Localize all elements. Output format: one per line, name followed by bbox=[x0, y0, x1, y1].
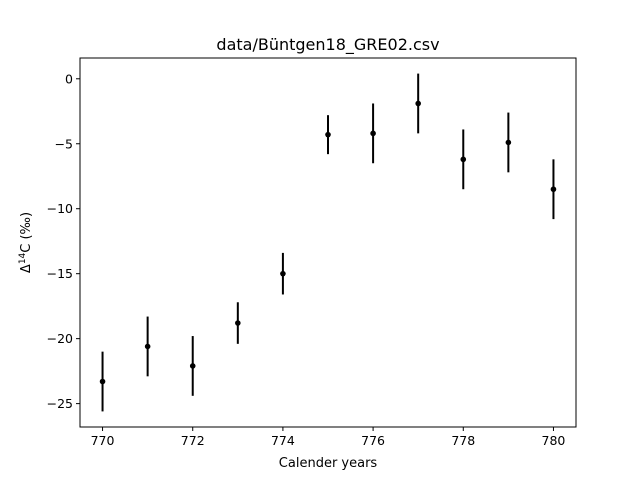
y-axis-label-superscript: 14 bbox=[18, 252, 28, 264]
y-tick-label: −10 bbox=[47, 201, 73, 216]
data-point bbox=[189, 363, 196, 369]
data-point bbox=[505, 139, 512, 146]
x-tick-label: 770 bbox=[91, 433, 115, 448]
y-tick-label: 0 bbox=[65, 71, 73, 86]
y-tick-label: −15 bbox=[47, 266, 73, 281]
data-point bbox=[370, 130, 376, 137]
x-tick-label: 776 bbox=[361, 433, 385, 448]
x-tick-label: 778 bbox=[451, 433, 475, 448]
data-point bbox=[280, 270, 286, 277]
y-tick-label: −20 bbox=[47, 331, 73, 346]
x-tick-label: 772 bbox=[181, 433, 205, 448]
x-axis-label: Calender years bbox=[279, 456, 378, 471]
data-point bbox=[415, 100, 421, 107]
data-point bbox=[325, 131, 331, 138]
x-tick-label: 780 bbox=[542, 433, 566, 448]
data-point bbox=[144, 343, 151, 350]
data-point bbox=[99, 378, 106, 385]
ticks-layer: 770 772 774 776 778 780 0 −5 −10 −15 −20 −25 bbox=[47, 71, 566, 448]
y-axis-label: Δ14C (‰) bbox=[18, 212, 34, 273]
y-axis-label-suffix: C (‰) bbox=[19, 212, 34, 253]
data-marks bbox=[99, 73, 557, 412]
data-point bbox=[235, 320, 241, 326]
data-point bbox=[550, 186, 557, 193]
y-tick-label: −25 bbox=[47, 396, 73, 411]
x-tick-label: 774 bbox=[271, 433, 295, 448]
chart-title: data/Büntgen18_GRE02.csv bbox=[216, 35, 439, 55]
y-axis-label-prefix: Δ bbox=[19, 264, 34, 273]
data-point bbox=[460, 156, 467, 163]
plot-frame bbox=[79, 57, 577, 428]
y-tick-label: −5 bbox=[55, 136, 73, 151]
